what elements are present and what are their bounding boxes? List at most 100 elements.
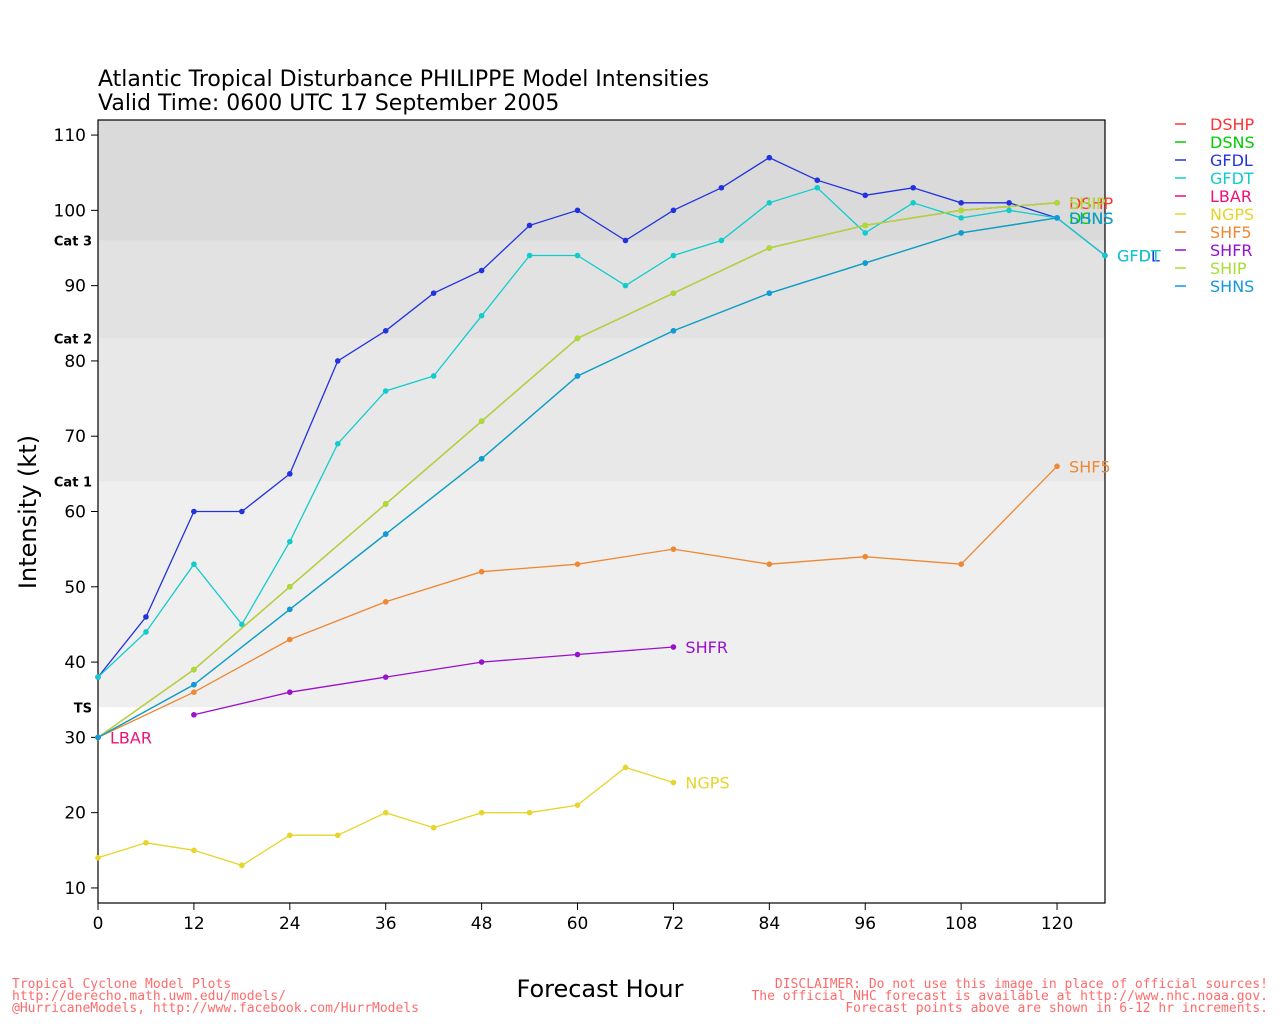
data-point: [334, 440, 341, 447]
y-tick-label: 100: [54, 201, 86, 221]
intensity-band: [98, 338, 1105, 482]
data-point: [670, 207, 677, 214]
x-tick-label: 48: [471, 914, 493, 934]
data-point: [526, 809, 533, 816]
data-point: [430, 290, 437, 296]
data-point: [334, 358, 341, 364]
data-point: [191, 681, 197, 688]
intensity-band: [98, 120, 1105, 241]
x-tick-label: 96: [854, 914, 876, 934]
data-point: [814, 177, 821, 184]
data-point: [95, 855, 101, 861]
data-point: [958, 207, 964, 214]
data-point: [670, 290, 677, 296]
series-shf5: SHF5: [95, 457, 1111, 741]
data-point: [191, 847, 197, 854]
data-point: [1054, 200, 1060, 206]
data-point: [239, 621, 245, 628]
data-point: [862, 553, 869, 560]
data-point: [862, 222, 869, 229]
data-point: [1006, 200, 1012, 206]
category-label: Cat 1: [54, 475, 92, 490]
data-point: [287, 832, 293, 839]
series-end-label: GFDL: [1117, 247, 1160, 266]
category-label: Cat 2: [54, 332, 92, 347]
data-point: [766, 154, 773, 161]
data-point: [239, 862, 245, 869]
data-point: [382, 501, 389, 507]
data-point: [766, 245, 773, 251]
data-point: [1006, 207, 1012, 214]
data-point: [287, 538, 293, 545]
data-point: [958, 215, 964, 221]
data-point: [382, 388, 389, 394]
data-point: [958, 230, 964, 236]
series-line: [193, 646, 674, 716]
data-point: [430, 824, 437, 831]
series-end-label: DSHP: [1069, 194, 1114, 213]
data-point: [718, 237, 725, 244]
x-tick-label: 36: [375, 914, 397, 934]
data-point: [862, 260, 869, 266]
series-end-label: SHF5: [1069, 457, 1111, 476]
data-point: [478, 312, 485, 319]
legend-entry: NGPS: [1210, 205, 1254, 224]
y-tick-label: 30: [64, 728, 86, 748]
footer-left-line: Tropical Cyclone Model Plots: [12, 977, 231, 992]
legend-entry: SHNS: [1210, 277, 1254, 296]
data-point: [191, 561, 197, 568]
data-point: [382, 531, 389, 537]
x-axis-title: Forecast Hour: [517, 975, 684, 1003]
x-tick-label: 72: [663, 914, 685, 934]
series-shns: SHNS: [95, 209, 1113, 741]
data-point: [478, 267, 485, 274]
data-point: [622, 282, 629, 289]
data-point: [958, 561, 964, 568]
intensity-band: [98, 240, 1105, 339]
data-point: [191, 666, 197, 673]
data-point: [287, 689, 293, 695]
y-tick-label: 60: [64, 503, 86, 523]
series-shfr: SHFR: [191, 638, 728, 718]
data-point: [574, 373, 581, 379]
y-tick-label: 70: [64, 427, 86, 447]
data-point: [622, 764, 629, 771]
y-tick-label: 10: [64, 879, 86, 899]
data-point: [95, 674, 101, 680]
y-tick-label: 110: [54, 126, 86, 146]
data-point: [526, 222, 533, 229]
data-point: [191, 711, 197, 718]
footer-left-line: http://derecho.math.uwm.edu/models/: [12, 989, 286, 1004]
data-point: [574, 561, 581, 568]
data-point: [430, 373, 437, 379]
data-point: [718, 184, 725, 191]
series-line: [97, 156, 1106, 678]
intensity-bands: TS Cat 1 Cat 2 Cat 3: [54, 120, 1105, 716]
chart-subtitle: Valid Time: 0600 UTC 17 September 2005: [98, 91, 559, 116]
y-tick-label: 80: [64, 352, 86, 372]
legend-entry: DSHP: [1210, 115, 1255, 134]
y-tick-label: 40: [64, 653, 86, 673]
data-point: [910, 200, 916, 206]
data-point: [574, 335, 581, 342]
legend-entry: GFDL: [1210, 151, 1253, 170]
legend-entry: SHF5: [1210, 223, 1252, 242]
data-point: [622, 237, 629, 244]
data-point: [143, 839, 149, 846]
series-end-label: SHNS: [1069, 209, 1113, 228]
data-point: [1054, 463, 1060, 470]
series-end-label: SHFR: [685, 638, 728, 657]
data-point: [287, 606, 293, 613]
legend-entry: DSNS: [1210, 133, 1255, 152]
data-point: [574, 252, 581, 259]
x-tick-label: 0: [93, 914, 104, 934]
chart-title: Atlantic Tropical Disturbance PHILIPPE M…: [98, 67, 709, 92]
legend-entry: GFDT: [1210, 169, 1254, 188]
y-axis-title: Intensity (kt): [14, 435, 42, 589]
data-point: [670, 779, 677, 786]
data-point: [382, 599, 389, 605]
data-point: [766, 200, 773, 206]
data-point: [334, 832, 341, 839]
x-tick-label: 108: [945, 914, 977, 934]
